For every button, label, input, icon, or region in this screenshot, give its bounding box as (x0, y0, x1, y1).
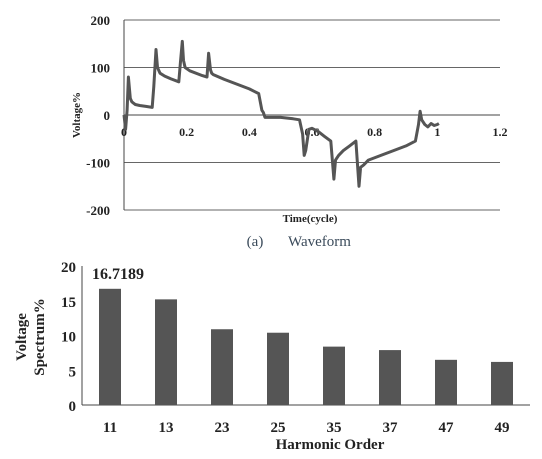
spectrum-chart: 0 5 10 15 20 11 13 23 25 35 37 47 49 16.7189 Voltag… (14, 260, 530, 453)
spectrum-x-tick-label: 47 (439, 420, 455, 436)
spectrum-y-tick-label: 5 (69, 364, 77, 380)
waveform-x-axis-label: Time(cycle) (283, 213, 338, 225)
waveform-x-ticks: 0 0.2 0.4 0.6 0.8 1 1.2 (121, 125, 508, 139)
waveform-y-tick-label: 0 (104, 108, 111, 123)
spectrum-y-tick-label: 0 (69, 399, 77, 415)
spectrum-x-tick-label: 35 (327, 420, 342, 436)
waveform-series-line (122, 39, 440, 188)
spectrum-bar (435, 359, 457, 405)
spectrum-peak-annotation: 16.7189 (92, 266, 144, 283)
spectrum-y-tick-label: 10 (61, 330, 76, 346)
spectrum-y-axis-label-line-2: Spectrum% (32, 298, 48, 376)
waveform-y-tick-label: 100 (91, 61, 111, 76)
spectrum-x-tick-label: 25 (271, 420, 286, 436)
spectrum-bar (211, 329, 233, 405)
spectrum-y-tick-label: 20 (61, 260, 76, 276)
spectrum-x-tick-label: 37 (383, 420, 399, 436)
spectrum-bar (267, 332, 289, 405)
waveform-y-axis-label: Voltage% (71, 92, 83, 138)
spectrum-x-axis-label: Harmonic Order (276, 437, 385, 453)
spectrum-bar (379, 350, 401, 405)
waveform-x-tick-label: 0.2 (179, 125, 194, 139)
waveform-caption-label: (a) (247, 234, 264, 250)
waveform-x-tick-label: 1.2 (493, 125, 508, 139)
waveform-x-tick-label: 1 (434, 125, 440, 139)
spectrum-bar (491, 361, 513, 405)
waveform-caption-text: Waveform (288, 234, 351, 250)
spectrum-x-tick-label: 11 (103, 420, 117, 436)
spectrum-bar (99, 288, 121, 405)
spectrum-x-tick-label: 13 (159, 420, 174, 436)
spectrum-y-ticks: 0 5 10 15 20 (61, 260, 76, 415)
waveform-y-tick-label: -100 (86, 156, 110, 171)
spectrum-y-tick-label: 15 (61, 295, 76, 311)
waveform-x-tick-label: 0.8 (367, 125, 382, 139)
waveform-y-ticks: 200 100 0 -100 -200 (86, 13, 110, 218)
spectrum-bar (155, 299, 177, 405)
waveform-y-tick-label: 200 (91, 13, 111, 28)
waveform-x-tick-label: 0 (121, 125, 127, 139)
waveform-y-tick-label: -200 (86, 203, 110, 218)
spectrum-x-ticks: 11 13 23 25 35 37 47 49 (103, 420, 510, 436)
spectrum-bar (323, 346, 345, 405)
waveform-x-tick-label: 0.4 (242, 125, 257, 139)
spectrum-x-tick-label: 49 (495, 420, 510, 436)
spectrum-bars (99, 288, 513, 405)
spectrum-y-axis-label-line-1: Voltage (14, 313, 30, 361)
spectrum-x-tick-label: 23 (215, 420, 230, 436)
